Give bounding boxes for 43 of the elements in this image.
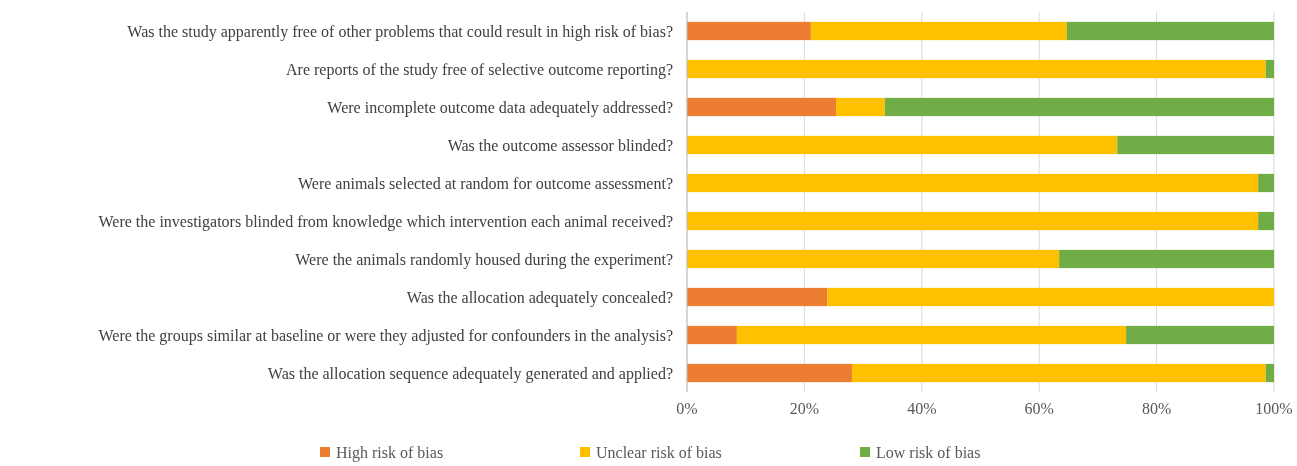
legend-label: Unclear risk of bias xyxy=(596,444,722,461)
bar xyxy=(836,97,885,117)
x-tick-label: 80% xyxy=(1141,400,1172,417)
y-tick-label: Are reports of the study free of selective outcome reporting? xyxy=(286,60,673,79)
bar xyxy=(1059,249,1274,269)
bar xyxy=(1066,21,1274,41)
y-tick-label: Was the outcome assessor blinded? xyxy=(447,136,673,154)
bar xyxy=(884,97,1274,117)
legend-label: Low risk of bias xyxy=(876,444,981,461)
bar xyxy=(687,287,828,307)
bar xyxy=(1126,325,1274,345)
bar xyxy=(1117,135,1274,155)
bar xyxy=(687,97,837,117)
bar xyxy=(1258,173,1274,193)
y-tick-label: Were incomplete outcome data adequately addressed? xyxy=(327,98,673,117)
bar xyxy=(687,363,852,383)
bar xyxy=(810,21,1067,41)
y-tick-label: Were the investigators blinded from knowledge which intervention each animal received? xyxy=(98,212,673,231)
x-tick-label: 40% xyxy=(907,400,937,417)
y-tick-label: Was the allocation sequence adequately generated and applied? xyxy=(267,364,673,383)
y-tick-label: Were animals selected at random for outcome assessment? xyxy=(297,174,673,192)
y-tick-label: Was the allocation adequately concealed? xyxy=(406,288,673,307)
bar xyxy=(687,59,1266,79)
bar xyxy=(851,363,1266,383)
x-tick-label: 100% xyxy=(1255,400,1293,417)
y-tick-label: Were the groups similar at baseline or were they adjusted for confounders in the analysis? xyxy=(98,326,673,345)
bar xyxy=(1258,211,1274,231)
y-tick-label: Were the animals randomly housed during the experiment? xyxy=(295,250,673,269)
bar xyxy=(1265,363,1274,383)
y-tick-label: Was the study apparently free of other problems that could result in high risk of bias? xyxy=(127,22,673,41)
legend-label: High risk of bias xyxy=(336,444,444,462)
bar xyxy=(736,325,1127,345)
bar xyxy=(687,21,811,41)
bar xyxy=(687,249,1060,269)
bar xyxy=(687,135,1118,155)
bar xyxy=(687,211,1259,231)
bar xyxy=(827,287,1274,307)
bar xyxy=(1265,59,1274,79)
x-tick-label: 60% xyxy=(1024,400,1054,417)
bar xyxy=(687,325,737,345)
bar xyxy=(687,173,1259,193)
x-tick-label: 20% xyxy=(789,400,820,417)
x-tick-label: 0% xyxy=(676,400,698,417)
